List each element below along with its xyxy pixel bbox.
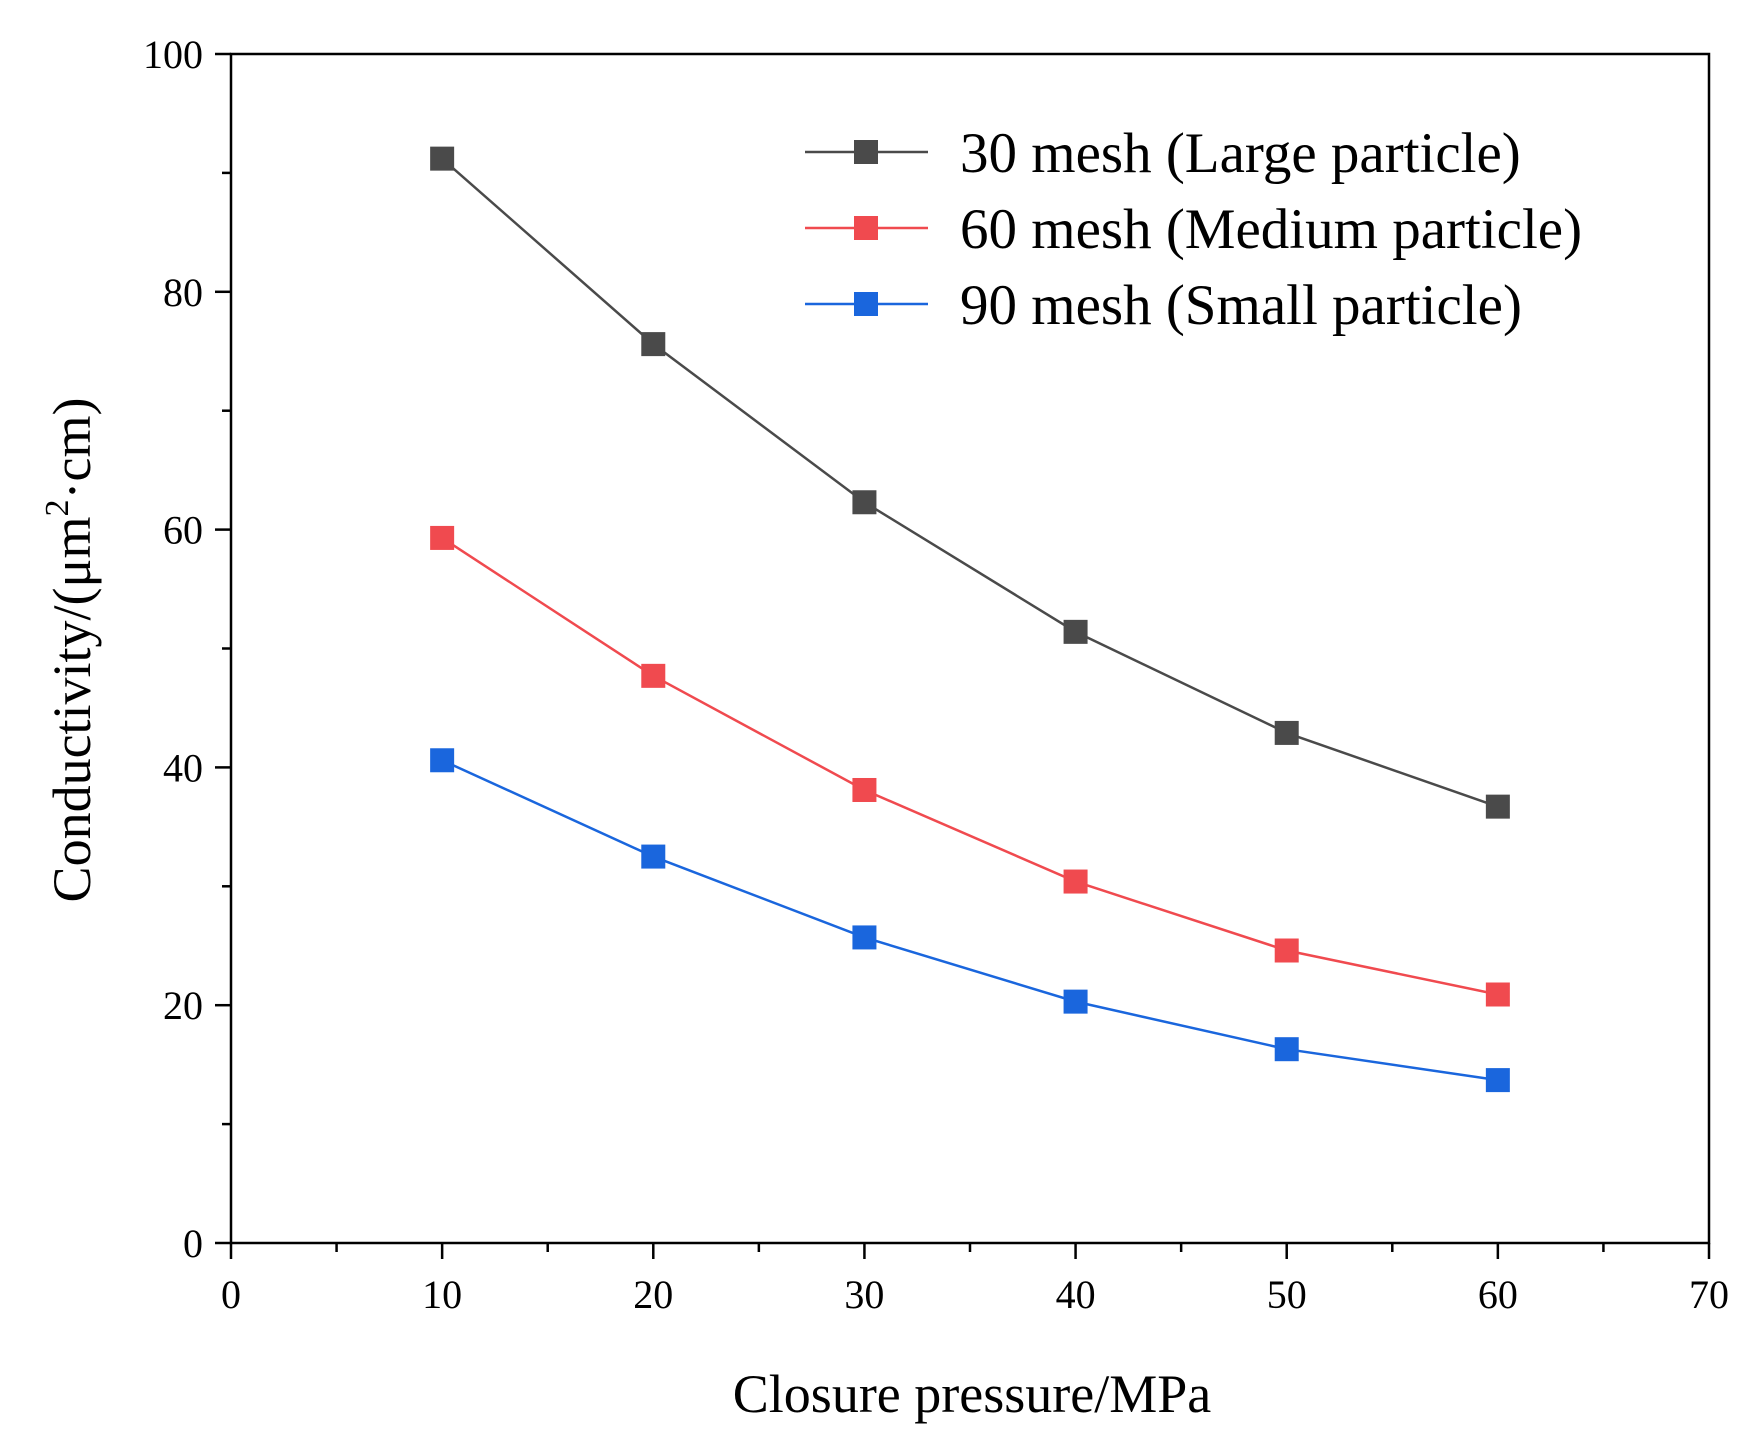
y-tick-label: 60 <box>163 508 203 553</box>
x-axis-title: Closure pressure/MPa <box>733 1364 1211 1424</box>
y-axis-title-superscript: 2 <box>39 500 76 517</box>
data-point <box>852 925 877 950</box>
data-point <box>641 663 666 688</box>
data-point <box>1485 1068 1510 1093</box>
series-line <box>441 536 1499 996</box>
y-tick-label: 40 <box>163 745 203 790</box>
x-tick-label: 30 <box>844 1272 884 1317</box>
y-axis-title-main: Conductivity/(μm <box>42 517 102 903</box>
legend-marker <box>854 216 878 240</box>
x-axis: 0 10 20 30 40 50 60 70 <box>221 1243 1729 1317</box>
data-point <box>641 844 666 869</box>
legend: 30 mesh (Large particle) 60 mesh (Medium … <box>805 122 1582 337</box>
x-tick-label: 50 <box>1267 1272 1307 1317</box>
legend-label: 30 mesh (Large particle) <box>960 122 1521 185</box>
y-axis-title-tail: ·cm) <box>42 398 102 500</box>
data-point <box>1063 989 1088 1014</box>
x-tick-label: 10 <box>422 1272 462 1317</box>
data-point <box>1274 720 1299 745</box>
x-tick-label: 0 <box>221 1272 241 1317</box>
series-layer <box>430 146 1510 1093</box>
data-point <box>430 146 455 171</box>
data-point <box>641 332 666 357</box>
x-tick-label: 20 <box>633 1272 673 1317</box>
data-point <box>852 490 877 515</box>
series-2 <box>430 525 1510 1007</box>
series-3 <box>430 748 1510 1093</box>
series-line <box>441 157 1499 808</box>
y-tick-label: 80 <box>163 270 203 315</box>
legend-item: 60 mesh (Medium particle) <box>805 198 1582 261</box>
data-point <box>430 525 455 550</box>
series-1 <box>430 146 1510 819</box>
y-tick-label: 0 <box>183 1221 203 1266</box>
legend-label: 60 mesh (Medium particle) <box>960 198 1582 261</box>
x-tick-label: 70 <box>1689 1272 1729 1317</box>
legend-marker <box>854 292 878 316</box>
legend-marker <box>854 140 878 164</box>
y-tick-label: 20 <box>163 983 203 1028</box>
legend-item: 90 mesh (Small particle) <box>805 274 1522 337</box>
data-point <box>430 748 455 773</box>
data-point <box>1063 869 1088 894</box>
y-axis-title: Conductivity/(μm2·cm) <box>39 398 102 903</box>
legend-label: 90 mesh (Small particle) <box>960 274 1522 337</box>
data-point <box>852 777 877 802</box>
data-point <box>1485 794 1510 819</box>
series-line <box>441 759 1499 1082</box>
x-tick-label: 40 <box>1056 1272 1096 1317</box>
data-point <box>1274 1037 1299 1062</box>
legend-item: 30 mesh (Large particle) <box>805 122 1521 185</box>
data-point <box>1063 619 1088 644</box>
x-tick-label: 60 <box>1478 1272 1518 1317</box>
data-point <box>1485 982 1510 1007</box>
data-point <box>1274 938 1299 963</box>
y-tick-label: 100 <box>143 32 203 77</box>
y-axis: 0 20 40 60 80 100 <box>143 32 231 1266</box>
